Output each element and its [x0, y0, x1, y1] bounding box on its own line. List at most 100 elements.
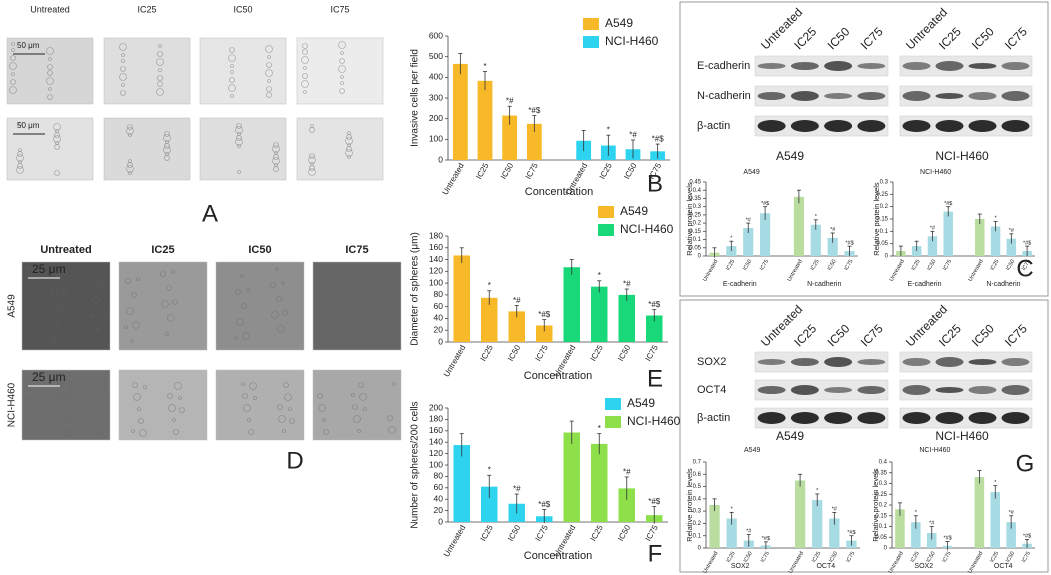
cell: [174, 382, 182, 390]
cell: [55, 129, 59, 133]
significance-mark: *#$: [528, 106, 541, 115]
cell: [51, 289, 59, 297]
significance-mark: *: [598, 424, 601, 433]
x-tick-label: IC75: [644, 343, 661, 363]
protein-label: β-actin: [697, 120, 730, 132]
cell: [54, 170, 60, 176]
column-header: IC75: [330, 4, 349, 14]
blot-band: [790, 120, 819, 132]
cell: [50, 336, 56, 342]
blot-column-header: IC50: [969, 24, 997, 52]
cell: [128, 159, 132, 163]
significance-mark: *: [488, 281, 491, 290]
protein-label: SOX2: [697, 356, 726, 368]
x-tick-label: Untreated: [967, 551, 984, 575]
cell: [53, 135, 61, 143]
cell: [282, 429, 286, 433]
legend-swatch: [605, 398, 621, 410]
cell: [278, 415, 286, 423]
cell: [388, 426, 396, 434]
y-tick-label: 200: [429, 113, 443, 123]
cell: [318, 404, 326, 412]
bar: [563, 432, 580, 522]
significance-mark: *: [731, 507, 734, 513]
blot-band: [790, 62, 819, 70]
bar: [974, 477, 985, 548]
y-tick-label: 60: [434, 301, 444, 311]
cell: [345, 149, 353, 157]
x-tick-label: IC25: [990, 259, 1001, 272]
y-tick-label: 20: [434, 505, 444, 515]
cell: [228, 54, 236, 62]
x-tick-label: IC75: [524, 161, 541, 181]
bar: [481, 486, 498, 522]
y-axis-label: Relative protein levels: [872, 182, 881, 256]
bar: [563, 267, 580, 342]
cell: [310, 162, 314, 166]
blot-band: [790, 385, 819, 395]
blot-band: [1001, 358, 1030, 366]
blot-column-header: IC75: [1002, 321, 1030, 349]
cell: [242, 332, 250, 340]
cell: [63, 418, 69, 424]
cell: [124, 325, 128, 329]
cell: [380, 293, 386, 299]
blot-band: [824, 387, 853, 393]
micrograph: [312, 261, 402, 351]
bar: [526, 123, 542, 160]
cell: [308, 156, 316, 164]
y-axis-label: Relative protein levels: [685, 468, 694, 542]
y-tick-label: 160: [429, 242, 443, 252]
blot-column-header: IC25: [936, 24, 964, 52]
cell: [121, 83, 125, 87]
legend-swatch: [598, 206, 614, 218]
cell: [97, 281, 103, 287]
blot-band: [757, 359, 786, 365]
cell: [237, 170, 241, 174]
blot-column-header: IC75: [858, 24, 886, 52]
column-header: IC75: [345, 244, 368, 256]
cell: [11, 72, 15, 76]
x-axis-label: Concentration: [524, 550, 593, 562]
blot-band: [790, 91, 819, 101]
column-header: IC25: [137, 4, 156, 14]
legend-label: A549: [627, 396, 655, 410]
cell: [247, 418, 251, 422]
cell: [158, 68, 162, 72]
micrograph: [21, 369, 111, 441]
blot-column-header: IC50: [825, 321, 853, 349]
cell: [156, 88, 164, 96]
blot-band: [902, 62, 931, 70]
cell: [236, 318, 244, 326]
blot-strip: [754, 407, 889, 429]
y-tick-label: 0.1: [693, 237, 702, 243]
cell: [387, 336, 395, 344]
blot-column-header: IC50: [825, 24, 853, 52]
bar: [1006, 522, 1016, 548]
cell: [157, 81, 163, 87]
cell: [283, 382, 289, 388]
cell: [303, 66, 307, 70]
significance-mark: *#$: [538, 310, 551, 319]
cell: [139, 429, 147, 437]
cell: [126, 307, 134, 315]
x-tick-label: IC25: [474, 161, 491, 181]
significance-mark: *#: [929, 521, 935, 527]
cell: [98, 429, 104, 435]
significance-mark: *#$: [1023, 240, 1031, 246]
y-axis-label: Number of spheres/200 cells: [410, 401, 421, 528]
y-tick-label: 80: [434, 471, 444, 481]
blot-band: [902, 120, 931, 132]
cell: [161, 300, 169, 308]
bar: [760, 213, 771, 256]
y-tick-label: 0.3: [693, 509, 702, 515]
x-tick-label: IC50: [1005, 259, 1016, 272]
blot-strip: [754, 55, 889, 77]
cell: [338, 65, 346, 73]
blot-strip: [899, 407, 1033, 429]
significance-mark: *#: [1009, 228, 1015, 234]
panel-letter: E: [647, 365, 663, 392]
cell: [353, 415, 361, 423]
blot-band: [757, 63, 786, 69]
significance-mark: *: [483, 62, 486, 71]
